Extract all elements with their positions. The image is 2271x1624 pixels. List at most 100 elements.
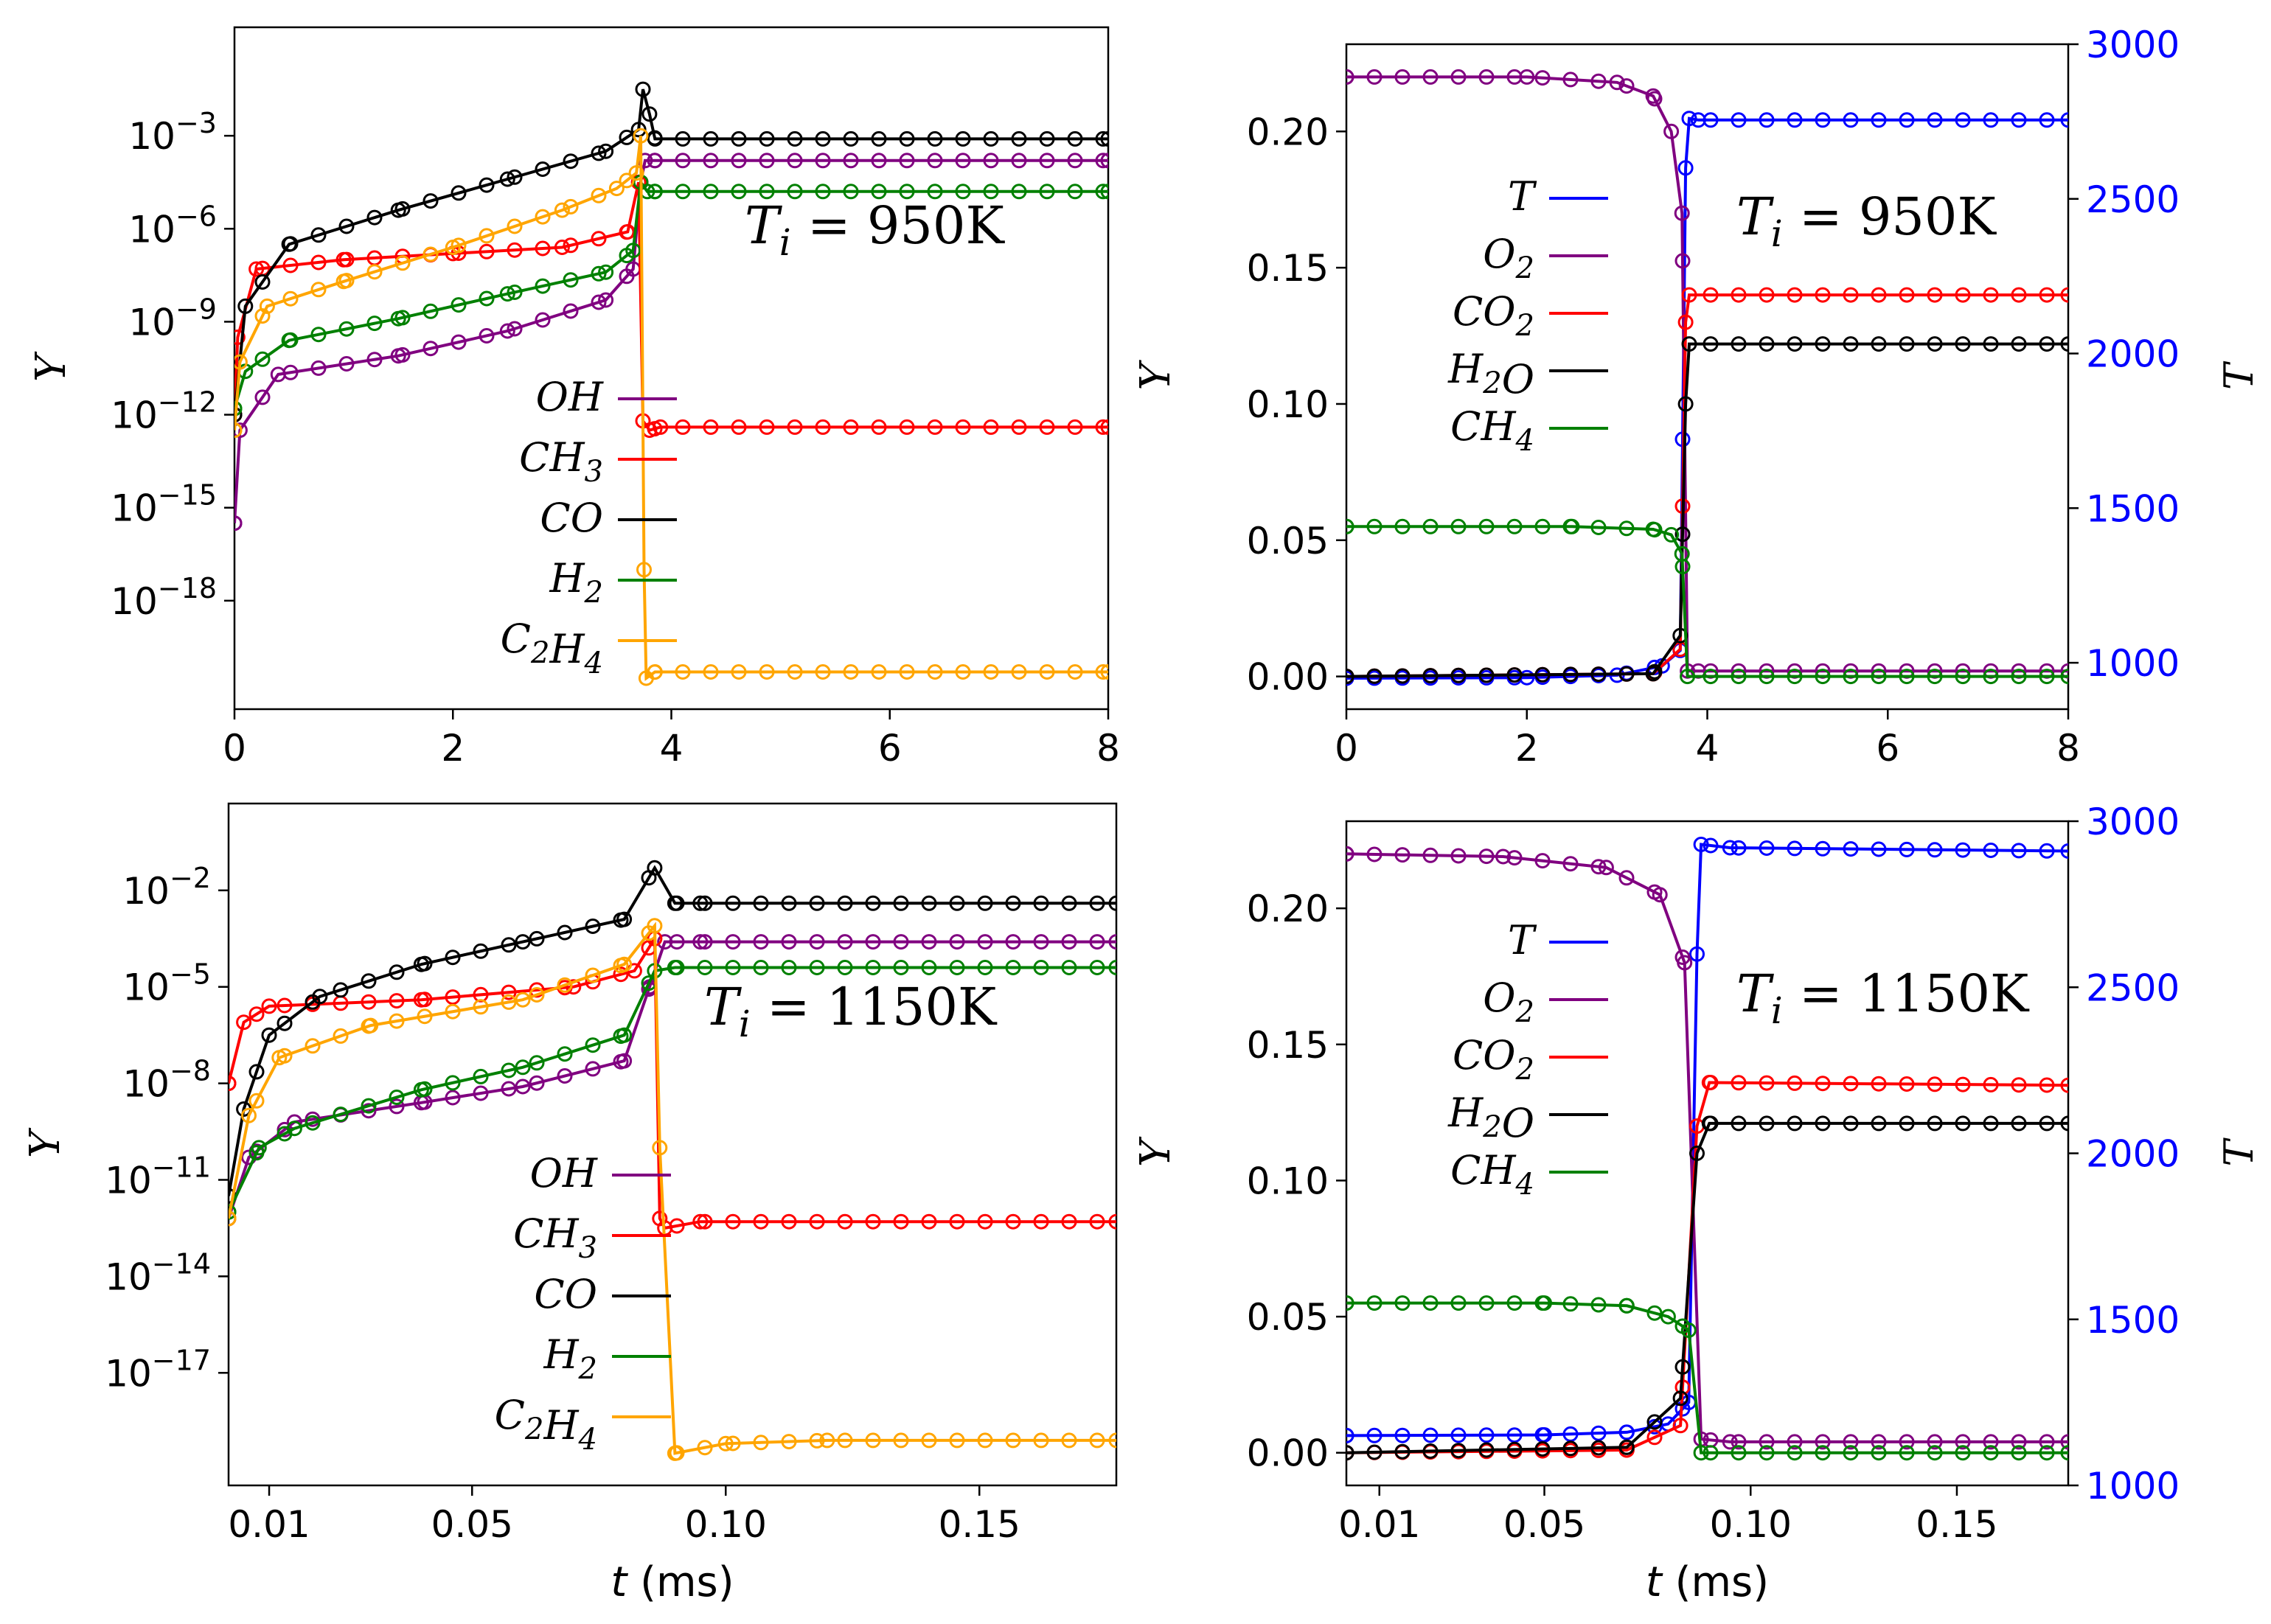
- series-marker: [1089, 934, 1105, 950]
- series-marker: [1871, 1434, 1887, 1450]
- series-marker: [507, 321, 523, 337]
- series-marker: [955, 184, 971, 200]
- series-marker: [1067, 184, 1083, 200]
- series-marker: [310, 360, 327, 376]
- series-marker: [893, 1432, 909, 1449]
- series-marker: [703, 184, 719, 200]
- series-marker: [254, 389, 271, 405]
- series-marker: [310, 254, 327, 271]
- series-marker: [1927, 112, 1943, 128]
- series-marker: [591, 265, 607, 282]
- series-marker: [2060, 1077, 2068, 1093]
- series-marker: [983, 664, 999, 680]
- series-line-ch4: [1346, 525, 2068, 678]
- y-tick-label: 10−14: [105, 1247, 211, 1298]
- series-marker: [1955, 112, 1971, 128]
- series-marker: [1039, 419, 1055, 435]
- series-marker: [1815, 112, 1831, 128]
- series-marker: [608, 181, 625, 197]
- series-marker: [234, 407, 243, 423]
- series-marker: [557, 977, 573, 993]
- legend-label-ch4: CH4: [1450, 403, 1534, 458]
- series-marker: [1787, 112, 1803, 128]
- series-marker: [759, 664, 775, 680]
- series-marker: [1590, 666, 1607, 683]
- legend-label-co: CO: [534, 1271, 597, 1317]
- series-marker: [703, 664, 719, 680]
- series-marker: [1422, 1427, 1439, 1443]
- series-marker: [815, 184, 831, 200]
- series-marker: [1843, 287, 1859, 303]
- series-marker: [2011, 287, 2027, 303]
- y-right-tick-label: 2000: [2086, 333, 2180, 376]
- series-marker: [1674, 205, 1690, 221]
- series-marker: [1983, 1115, 1999, 1132]
- series-marker: [563, 198, 579, 215]
- series-marker: [229, 1204, 237, 1220]
- y-tick-label: 10−17: [105, 1344, 211, 1395]
- y-tick-label: 10−2: [122, 862, 211, 913]
- series-marker: [286, 1121, 302, 1137]
- series-c2h4: [229, 918, 1116, 1461]
- series-marker: [1680, 669, 1696, 685]
- series-marker: [1590, 520, 1607, 535]
- series-marker: [1731, 840, 1747, 856]
- series-marker: [899, 184, 915, 200]
- series-line-ch4: [1346, 1301, 2068, 1454]
- series-marker: [2060, 669, 2068, 685]
- series-marker: [1394, 1295, 1411, 1311]
- series-marker: [899, 153, 915, 169]
- series-marker: [1067, 664, 1083, 680]
- series-marker: [248, 261, 265, 277]
- series-marker: [2039, 843, 2055, 859]
- series-marker: [366, 316, 383, 332]
- series-marker: [591, 231, 607, 247]
- series-marker: [390, 348, 406, 364]
- series-marker: [554, 240, 570, 255]
- series-marker: [422, 246, 439, 262]
- series-marker: [927, 419, 943, 435]
- series-marker: [955, 130, 971, 147]
- series-marker: [413, 1081, 429, 1098]
- series-marker: [725, 934, 741, 950]
- series-h2: [234, 174, 1108, 417]
- series-marker: [1646, 1429, 1663, 1446]
- series-marker: [1100, 130, 1108, 147]
- series-marker: [692, 895, 709, 911]
- series-marker: [1672, 1390, 1689, 1407]
- series-marker: [1618, 1297, 1635, 1314]
- legend-label-h2: H2: [543, 1331, 597, 1386]
- series-marker: [1039, 130, 1055, 147]
- legend-label-o2: O2: [1483, 231, 1534, 285]
- series-marker: [2039, 1115, 2055, 1132]
- series-marker: [563, 303, 579, 319]
- series-marker: [1759, 1115, 1775, 1132]
- y-tick-label: 10−6: [128, 200, 217, 251]
- series-marker: [787, 664, 803, 680]
- x-tick-label: 0.10: [685, 1503, 767, 1546]
- series-line-ch3: [234, 181, 1108, 432]
- series-marker: [1422, 518, 1439, 534]
- series-marker: [1478, 69, 1495, 85]
- series-marker: [731, 419, 747, 435]
- series-marker: [1061, 1213, 1077, 1230]
- series-marker: [529, 982, 545, 998]
- series-marker: [1955, 1076, 1971, 1092]
- series-marker: [529, 1075, 545, 1091]
- series-marker: [837, 1213, 853, 1230]
- series-marker: [282, 257, 299, 273]
- series-marker: [1618, 666, 1635, 682]
- series-marker: [2060, 1434, 2068, 1450]
- series-marker: [1787, 1115, 1803, 1132]
- series-marker: [1562, 1440, 1579, 1457]
- series-marker: [389, 1090, 405, 1105]
- series-marker: [1100, 664, 1108, 680]
- series-marker: [1843, 112, 1859, 128]
- series-marker: [598, 292, 614, 308]
- series-marker: [1899, 669, 1915, 685]
- series-marker: [2011, 843, 2027, 859]
- y-tick-label: 0.05: [1247, 1296, 1329, 1339]
- series-marker: [1927, 669, 1943, 685]
- series-marker: [234, 422, 243, 439]
- x-tick-label: 4: [1696, 727, 1719, 770]
